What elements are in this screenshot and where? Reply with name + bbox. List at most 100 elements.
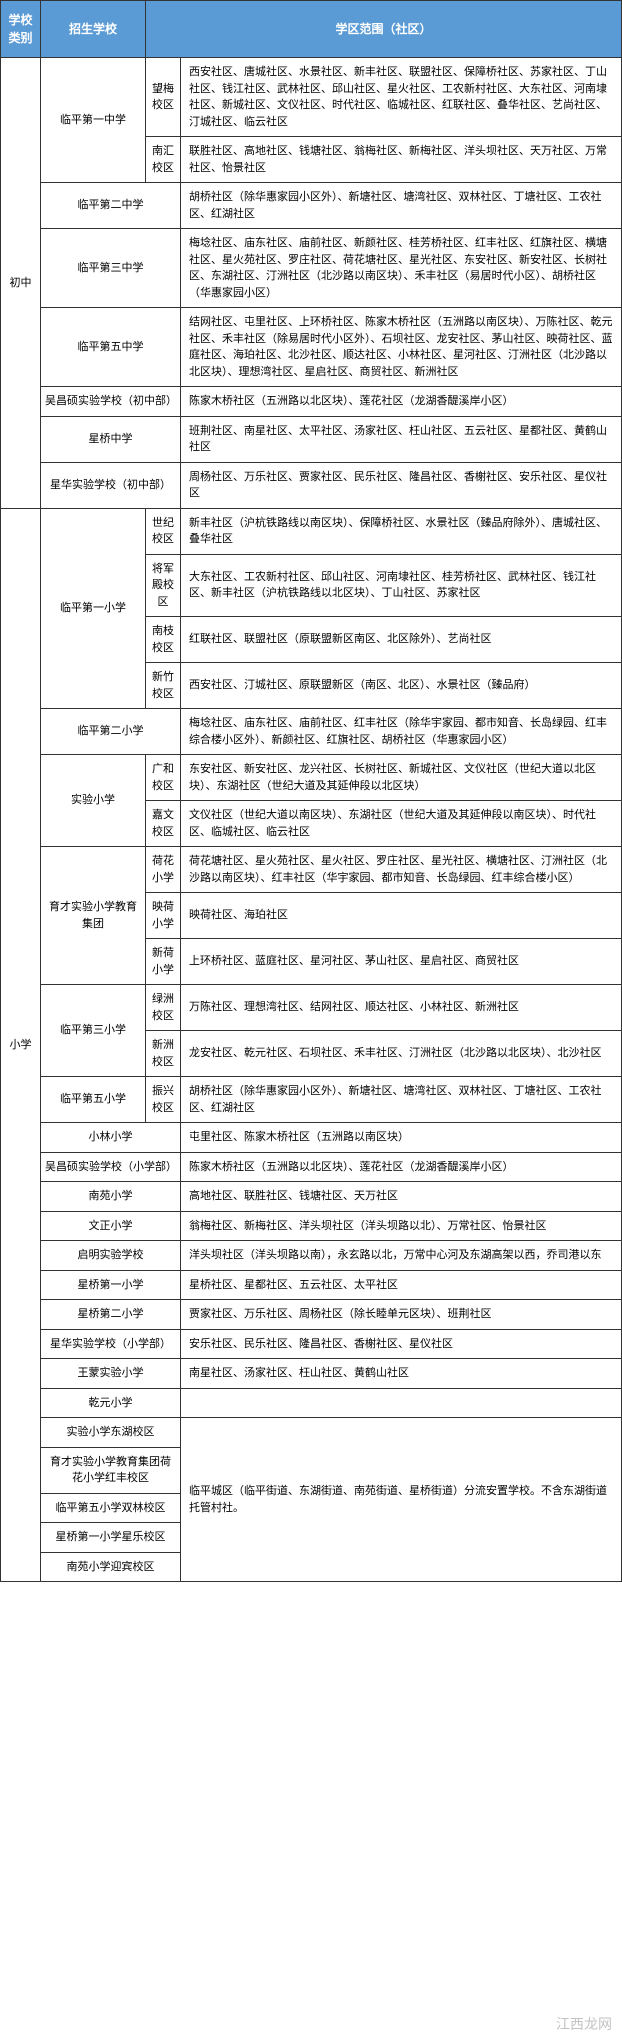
category-primary: 小学: [1, 508, 41, 1582]
area-text: 洋头坝社区（洋头坝路以南），永玄路以北，万常中心河及东湖高架以西，乔司港以东: [181, 1241, 622, 1271]
school-name: 实验小学东湖校区: [41, 1418, 181, 1448]
watermark-text: 江西龙网: [556, 2014, 612, 2034]
area-text: 高地社区、联胜社区、钱塘社区、天万社区: [181, 1182, 622, 1212]
area-text: 荷花塘社区、星火苑社区、星火社区、罗庄社区、星光社区、横塘社区、汀洲社区（北沙路…: [181, 847, 622, 893]
area-text: 班荆社区、南星社区、太平社区、汤家社区、枉山社区、五云社区、星都社区、黄鹤山社区: [181, 416, 622, 462]
campus-name: 广和校区: [146, 755, 181, 801]
header-category: 学校类别: [1, 1, 41, 58]
table-row: 育才实验小学教育集团 荷花小学 荷花塘社区、星火苑社区、星火社区、罗庄社区、星光…: [1, 847, 622, 893]
area-text: 万陈社区、理想湾社区、结网社区、顺达社区、小林社区、新洲社区: [181, 985, 622, 1031]
header-school: 招生学校: [41, 1, 146, 58]
area-text: 屯里社区、陈家木桥社区（五洲路以南区块）: [181, 1123, 622, 1153]
table-row: 启明实验学校 洋头坝社区（洋头坝路以南），永玄路以北，万常中心河及东湖高架以西，…: [1, 1241, 622, 1271]
table-row: 小林小学 屯里社区、陈家木桥社区（五洲路以南区块）: [1, 1123, 622, 1153]
table-row: 实验小学 广和校区 东安社区、新安社区、龙兴社区、长树社区、新城社区、文仪社区（…: [1, 755, 622, 801]
campus-name: 新洲校区: [146, 1031, 181, 1077]
area-text: 东安社区、新安社区、龙兴社区、长树社区、新城社区、文仪社区（世纪大道以北区块）、…: [181, 755, 622, 801]
campus-name: 绿洲校区: [146, 985, 181, 1031]
area-text: 临平城区（临平街道、东湖街道、南苑街道、星桥街道）分流安置学校。不含东湖街道托管…: [181, 1418, 622, 1582]
school-name: 临平第五小学双林校区: [41, 1493, 181, 1523]
campus-name: 映荷小学: [146, 893, 181, 939]
area-text: 联胜社区、高地社区、钱塘社区、翁梅社区、新梅社区、洋头坝社区、天万社区、万常社区…: [181, 137, 622, 183]
district-table: 学校类别 招生学校 学区范围（社区） 初中 临平第一中学 望梅校区 西安社区、唐…: [0, 0, 622, 1582]
school-name: 临平第二中学: [41, 183, 181, 229]
area-text: 结网社区、屯里社区、上环桥社区、陈家木桥社区（五洲路以南区块）、万陈社区、乾元社…: [181, 308, 622, 387]
area-text: 翁梅社区、新梅社区、洋头坝社区（洋头坝路以北）、万常社区、怡景社区: [181, 1211, 622, 1241]
category-middle: 初中: [1, 58, 41, 509]
school-name: 星桥第一小学: [41, 1270, 181, 1300]
table-row: 吴昌硕实验学校（小学部） 陈家木桥社区（五洲路以北区块）、莲花社区（龙湖香醍溪岸…: [1, 1152, 622, 1182]
area-text: 映荷社区、海珀社区: [181, 893, 622, 939]
area-text: [181, 1388, 622, 1418]
school-name: 实验小学: [41, 755, 146, 847]
area-text: 文仪社区（世纪大道以南区块）、东湖社区（世纪大道及其延伸段以南区块）、时代社区、…: [181, 801, 622, 847]
school-name: 临平第三小学: [41, 985, 146, 1077]
area-text: 梅埝社区、庙东社区、庙前社区、新颜社区、桂芳桥社区、红丰社区、红旗社区、横塘社区…: [181, 229, 622, 308]
table-row: 文正小学 翁梅社区、新梅社区、洋头坝社区（洋头坝路以北）、万常社区、怡景社区: [1, 1211, 622, 1241]
table-row: 乾元小学: [1, 1388, 622, 1418]
table-row: 临平第二小学 梅埝社区、庙东社区、庙前社区、红丰社区（除华宇家园、都市知音、长岛…: [1, 709, 622, 755]
area-text: 新丰社区（沪杭铁路线以南区块）、保障桥社区、水景社区（臻品府除外）、唐城社区、叠…: [181, 508, 622, 554]
school-name: 小林小学: [41, 1123, 181, 1153]
school-name: 星桥中学: [41, 416, 181, 462]
area-text: 梅埝社区、庙东社区、庙前社区、红丰社区（除华宇家园、都市知音、长岛绿园、红丰综合…: [181, 709, 622, 755]
area-text: 安乐社区、民乐社区、隆昌社区、香榭社区、星仪社区: [181, 1329, 622, 1359]
table-row: 星桥中学 班荆社区、南星社区、太平社区、汤家社区、枉山社区、五云社区、星都社区、…: [1, 416, 622, 462]
school-name: 乾元小学: [41, 1388, 181, 1418]
school-name: 南苑小学迎宾校区: [41, 1552, 181, 1582]
table-row: 临平第二中学 胡桥社区（除华惠家园小区外）、新塘社区、塘湾社区、双林社区、丁塘社…: [1, 183, 622, 229]
table-row: 星桥第二小学 贾家社区、万乐社区、周杨社区（除长睦单元区块）、班荆社区: [1, 1300, 622, 1330]
table-row: 实验小学东湖校区 临平城区（临平街道、东湖街道、南苑街道、星桥街道）分流安置学校…: [1, 1418, 622, 1448]
area-text: 周杨社区、万乐社区、贾家社区、民乐社区、隆昌社区、香榭社区、安乐社区、星仪社区: [181, 462, 622, 508]
area-text: 西安社区、唐城社区、水景社区、新丰社区、联盟社区、保障桥社区、苏家社区、丁山社区…: [181, 58, 622, 137]
school-name: 南苑小学: [41, 1182, 181, 1212]
table-row: 小学 临平第一小学 世纪校区 新丰社区（沪杭铁路线以南区块）、保障桥社区、水景社…: [1, 508, 622, 554]
area-text: 南星社区、汤家社区、枉山社区、黄鹤山社区: [181, 1359, 622, 1389]
campus-name: 新荷小学: [146, 939, 181, 985]
area-text: 贾家社区、万乐社区、周杨社区（除长睦单元区块）、班荆社区: [181, 1300, 622, 1330]
header-area: 学区范围（社区）: [146, 1, 622, 58]
area-text: 胡桥社区（除华惠家园小区外）、新塘社区、塘湾社区、双林社区、丁塘社区、工农社区、…: [181, 1077, 622, 1123]
campus-name: 振兴校区: [146, 1077, 181, 1123]
area-text: 陈家木桥社区（五洲路以北区块）、莲花社区（龙湖香醍溪岸小区）: [181, 387, 622, 417]
table-row: 星华实验学校（初中部） 周杨社区、万乐社区、贾家社区、民乐社区、隆昌社区、香榭社…: [1, 462, 622, 508]
school-name: 王蒙实验小学: [41, 1359, 181, 1389]
campus-name: 南汇校区: [146, 137, 181, 183]
campus-name: 南枝校区: [146, 617, 181, 663]
school-name: 育才实验小学教育集团: [41, 847, 146, 985]
school-name: 临平第一小学: [41, 508, 146, 709]
school-name: 吴昌硕实验学校（小学部）: [41, 1152, 181, 1182]
area-text: 红联社区、联盟社区（原联盟新区南区、北区除外）、艺尚社区: [181, 617, 622, 663]
school-name: 临平第二小学: [41, 709, 181, 755]
school-name: 星桥第二小学: [41, 1300, 181, 1330]
area-text: 西安社区、汀城社区、原联盟新区（南区、北区）、水景社区（臻品府）: [181, 663, 622, 709]
table-row: 星桥第一小学 星桥社区、星都社区、五云社区、太平社区: [1, 1270, 622, 1300]
school-name: 临平第五中学: [41, 308, 181, 387]
school-name: 吴昌硕实验学校（初中部）: [41, 387, 181, 417]
school-name: 临平第五小学: [41, 1077, 146, 1123]
campus-name: 新竹校区: [146, 663, 181, 709]
campus-name: 嘉文校区: [146, 801, 181, 847]
area-text: 上环桥社区、蓝庭社区、星河社区、茅山社区、星启社区、商贸社区: [181, 939, 622, 985]
campus-name: 将军殿校区: [146, 554, 181, 617]
table-row: 临平第三小学 绿洲校区 万陈社区、理想湾社区、结网社区、顺达社区、小林社区、新洲…: [1, 985, 622, 1031]
area-text: 大东社区、工农新村社区、邱山社区、河南埭社区、桂芳桥社区、武林社区、钱江社区、新…: [181, 554, 622, 617]
table-row: 初中 临平第一中学 望梅校区 西安社区、唐城社区、水景社区、新丰社区、联盟社区、…: [1, 58, 622, 137]
table-row: 南苑小学 高地社区、联胜社区、钱塘社区、天万社区: [1, 1182, 622, 1212]
school-name: 星华实验学校（小学部）: [41, 1329, 181, 1359]
table-row: 王蒙实验小学 南星社区、汤家社区、枉山社区、黄鹤山社区: [1, 1359, 622, 1389]
area-text: 星桥社区、星都社区、五云社区、太平社区: [181, 1270, 622, 1300]
header-row: 学校类别 招生学校 学区范围（社区）: [1, 1, 622, 58]
table-row: 吴昌硕实验学校（初中部） 陈家木桥社区（五洲路以北区块）、莲花社区（龙湖香醍溪岸…: [1, 387, 622, 417]
area-text: 胡桥社区（除华惠家园小区外）、新塘社区、塘湾社区、双林社区、丁塘社区、工农社区、…: [181, 183, 622, 229]
school-name: 育才实验小学教育集团荷花小学红丰校区: [41, 1447, 181, 1493]
table-row: 临平第三中学 梅埝社区、庙东社区、庙前社区、新颜社区、桂芳桥社区、红丰社区、红旗…: [1, 229, 622, 308]
school-name: 临平第三中学: [41, 229, 181, 308]
school-name: 启明实验学校: [41, 1241, 181, 1271]
table-row: 临平第五小学 振兴校区 胡桥社区（除华惠家园小区外）、新塘社区、塘湾社区、双林社…: [1, 1077, 622, 1123]
school-name: 星华实验学校（初中部）: [41, 462, 181, 508]
campus-name: 望梅校区: [146, 58, 181, 137]
school-name: 临平第一中学: [41, 58, 146, 183]
campus-name: 荷花小学: [146, 847, 181, 893]
campus-name: 世纪校区: [146, 508, 181, 554]
